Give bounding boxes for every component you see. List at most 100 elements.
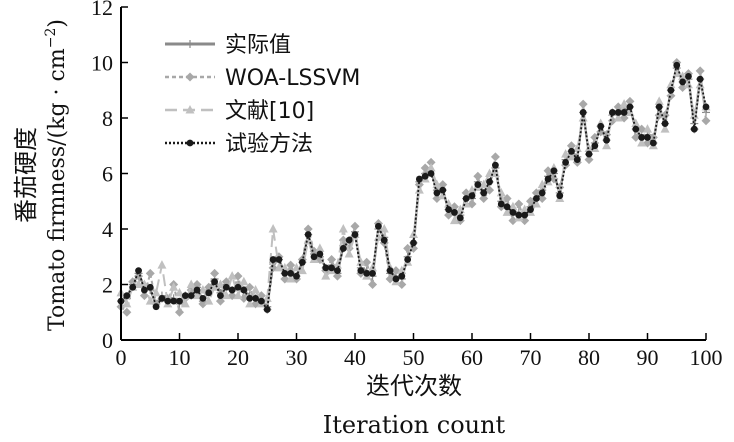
- data-point: [233, 290, 243, 300]
- data-point: [369, 270, 376, 277]
- data-point: [373, 232, 383, 241]
- y-axis-label-en-sup: −2: [43, 28, 59, 49]
- data-point: [397, 265, 407, 275]
- legend-marker: [186, 139, 194, 147]
- data-point: [210, 282, 220, 291]
- data-point: [146, 283, 154, 291]
- data-point: [643, 124, 652, 133]
- data-point: [451, 208, 458, 216]
- data-point: [532, 195, 540, 202]
- y-tick-label: 6: [102, 162, 113, 187]
- data-point: [398, 272, 406, 280]
- data-point: [566, 151, 576, 161]
- data-point: [660, 124, 670, 133]
- data-point: [175, 307, 184, 317]
- data-point: [410, 239, 417, 247]
- data-point: [379, 224, 389, 233]
- data-point: [304, 231, 312, 238]
- data-point: [298, 258, 306, 266]
- data-point: [199, 294, 207, 302]
- data-point: [486, 178, 493, 186]
- data-point: [269, 256, 277, 263]
- data-point: [176, 297, 183, 305]
- series-2: [116, 68, 711, 308]
- data-point: [281, 270, 289, 277]
- data-point: [139, 279, 149, 288]
- data-point: [122, 307, 132, 317]
- data-point: [215, 279, 225, 288]
- data-point: [444, 199, 454, 208]
- data-point: [303, 224, 313, 234]
- y-tick-label: 4: [102, 217, 113, 242]
- data-point: [683, 79, 693, 89]
- data-point: [602, 140, 612, 150]
- x-tick-label: 50: [403, 345, 425, 370]
- series-0: [117, 64, 710, 311]
- x-tick-label: 0: [116, 345, 127, 370]
- data-point: [479, 193, 489, 203]
- data-point: [631, 132, 641, 142]
- data-point: [158, 294, 166, 302]
- legend-marker: [185, 72, 195, 82]
- data-point: [579, 109, 587, 116]
- data-point: [193, 286, 201, 294]
- data-point: [397, 280, 407, 289]
- series-line: [120, 61, 707, 314]
- data-point: [456, 214, 464, 222]
- legend-label: 文献[10]: [225, 99, 314, 124]
- data-point: [461, 188, 471, 198]
- x-tick-label: 70: [520, 345, 542, 370]
- data-point: [123, 292, 131, 299]
- data-point: [572, 143, 582, 153]
- data-point: [287, 270, 295, 277]
- data-point: [591, 142, 599, 150]
- data-point: [274, 262, 284, 272]
- data-point: [543, 166, 553, 176]
- data-point: [520, 216, 530, 226]
- data-point: [468, 192, 476, 200]
- data-point: [520, 204, 530, 214]
- x-axis-label-cn: 迭代次数: [366, 372, 462, 400]
- data-point: [334, 267, 341, 275]
- data-point: [426, 162, 436, 172]
- data-point: [297, 265, 307, 275]
- data-point: [192, 290, 202, 300]
- data-point: [445, 206, 452, 213]
- data-point: [386, 267, 394, 275]
- data-point: [526, 196, 535, 206]
- series-line: [120, 64, 707, 311]
- data-point: [473, 171, 483, 181]
- axes-layer: 0 10 20 30 40 50 60 70 80 90 100 0 2 4 6 8 10 12: [91, 0, 723, 370]
- data-point: [415, 175, 423, 183]
- data-point: [449, 215, 459, 225]
- data-point: [632, 125, 640, 133]
- y-axis-label-en-main: Tomato firmness/(kg · cm: [45, 48, 70, 331]
- data-point: [234, 283, 242, 291]
- data-point: [597, 122, 605, 130]
- data-point: [339, 245, 347, 252]
- data-point: [439, 186, 447, 194]
- data-point: [351, 231, 359, 238]
- data-point: [689, 110, 699, 119]
- data-point: [135, 267, 142, 275]
- data-point: [268, 224, 278, 233]
- data-point: [508, 201, 518, 211]
- data-point: [286, 273, 296, 283]
- legend-label: 试验方法: [225, 132, 313, 157]
- data-point: [637, 137, 647, 147]
- data-point: [152, 303, 160, 311]
- data-point: [678, 71, 688, 80]
- data-point: [479, 179, 489, 189]
- x-tick-label: 40: [344, 345, 366, 370]
- data-point: [380, 236, 388, 244]
- data-point: [122, 298, 132, 308]
- data-point: [169, 282, 179, 291]
- data-point: [527, 206, 534, 213]
- data-point: [322, 264, 330, 272]
- x-tick-label: 80: [578, 345, 600, 370]
- data-point: [607, 116, 617, 126]
- data-point: [480, 189, 488, 197]
- data-point: [350, 221, 360, 231]
- data-point: [701, 116, 711, 126]
- data-point: [239, 293, 249, 303]
